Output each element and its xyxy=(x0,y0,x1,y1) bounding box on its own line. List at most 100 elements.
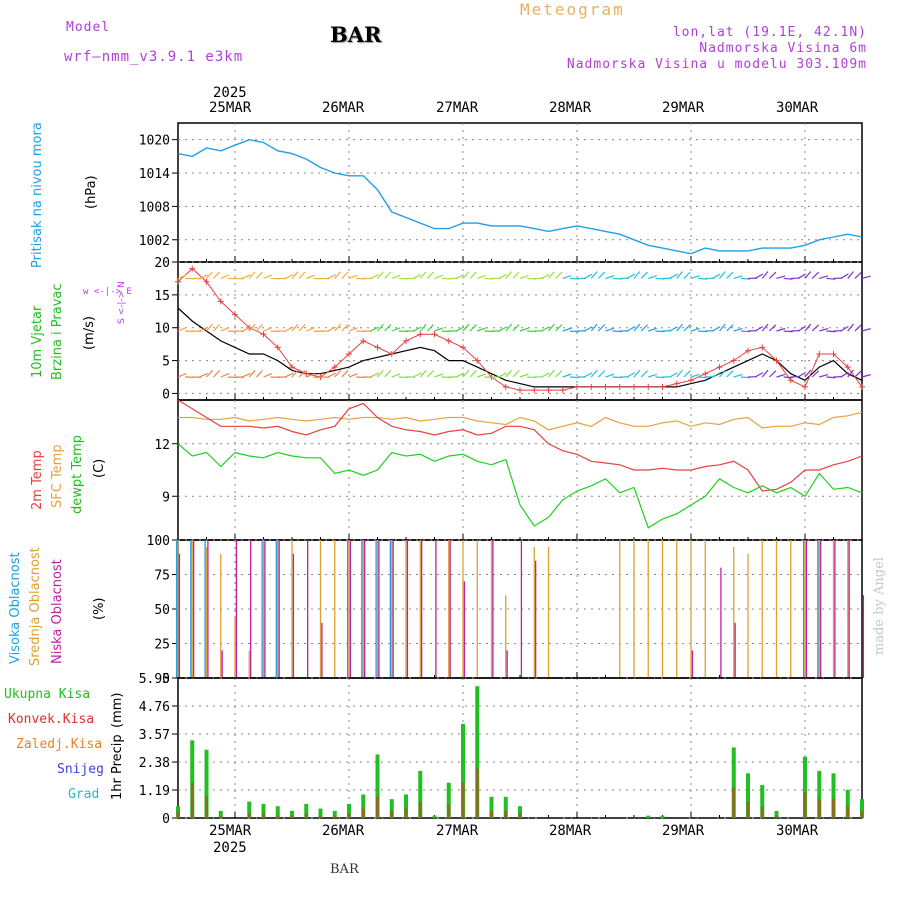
wind-arrow xyxy=(719,271,726,279)
wind-speed-line xyxy=(177,307,863,388)
y-tick-label: 1.19 xyxy=(139,784,170,799)
y-tick-label: 1008 xyxy=(139,200,170,215)
wind-arrow xyxy=(826,277,836,280)
precip-total-bar xyxy=(275,806,280,818)
top-year-label: 2025 xyxy=(213,85,247,101)
precip-conv-bar xyxy=(518,813,522,818)
wind-arrow xyxy=(384,324,392,332)
wind-gust-marker xyxy=(716,364,723,371)
wind-arrow xyxy=(847,369,854,378)
precip-total-bar xyxy=(461,723,465,818)
wind-arrow xyxy=(754,273,764,279)
bottom-year-label: 2025 xyxy=(213,840,247,856)
wind-arrow xyxy=(426,370,435,378)
wind-gust-marker xyxy=(574,383,580,390)
wind-arrow xyxy=(555,324,563,332)
y-tick-label: 0 xyxy=(162,812,170,827)
wind-arrow xyxy=(826,330,836,333)
wind-arrow xyxy=(783,277,793,280)
wind-arrow xyxy=(783,330,793,333)
wind-arrow xyxy=(583,273,593,279)
wind-gust-marker xyxy=(559,387,566,394)
precip-conv-bar xyxy=(860,810,864,818)
wind-arrow xyxy=(861,374,871,378)
precip-total-bar xyxy=(731,747,736,818)
wind-arrow xyxy=(291,323,299,332)
wind-arrow xyxy=(548,323,555,332)
model-elevation-label: Nadmorska Visina u modelu 303.109m xyxy=(566,57,867,72)
wind-arrow xyxy=(840,325,849,332)
wind-arrow xyxy=(797,273,806,279)
wind-arrow xyxy=(334,271,342,279)
wind-gust-marker xyxy=(730,357,737,364)
wind-arrow xyxy=(648,373,658,378)
wind-arrow xyxy=(811,324,820,332)
wind-arrow xyxy=(548,271,555,279)
wind-arrow xyxy=(213,369,221,378)
bottom-day-label: 26MAR xyxy=(322,823,365,839)
y-tick-label: 15 xyxy=(154,289,170,304)
wind-arrow xyxy=(370,326,379,332)
wind-gust-marker xyxy=(616,383,623,390)
wind-arrow xyxy=(177,326,187,332)
bottom-day-label: 29MAR xyxy=(662,823,705,839)
precip-conv-bar xyxy=(475,768,479,818)
wind-arrow xyxy=(284,372,294,378)
precip-conv-bar xyxy=(817,799,821,818)
wind-gust-marker xyxy=(189,265,196,272)
wind-arrow xyxy=(605,275,615,279)
precip-conv-bar xyxy=(176,810,180,818)
wind-arrow xyxy=(498,273,507,279)
footer-station: BAR xyxy=(330,862,359,877)
wind-gust-marker xyxy=(388,351,395,357)
wind-arrow xyxy=(455,372,465,378)
y-tick-label: 5 xyxy=(162,355,170,370)
wind-arrow xyxy=(733,373,743,378)
wind-arrow xyxy=(412,274,422,279)
wind-gust-marker xyxy=(830,351,837,357)
wind-gust-marker xyxy=(331,364,338,371)
y-tick-label: 2.38 xyxy=(139,756,170,771)
wind-arrow xyxy=(797,372,806,378)
precip-conv-bar xyxy=(276,815,280,818)
sfc-temp-line xyxy=(178,411,863,431)
wind-arrow xyxy=(306,327,315,332)
wind-arrow xyxy=(811,370,820,378)
wind-arrow xyxy=(306,274,315,279)
wind-arrow xyxy=(840,371,849,378)
wind-gust-marker xyxy=(175,278,181,285)
wind-gust-marker xyxy=(602,383,609,390)
precip-total-bar xyxy=(845,789,850,818)
wind-arrow xyxy=(712,273,721,279)
meteogram-label: Meteogram xyxy=(520,0,625,19)
coords-label: lon,lat (19.1E, 42.1N) xyxy=(672,25,867,40)
wind-arrow xyxy=(648,275,658,280)
wind-gust-marker xyxy=(659,383,666,390)
wind-arrow xyxy=(248,323,256,332)
wind-gust-marker xyxy=(688,377,694,384)
wind-arrow xyxy=(213,271,221,279)
wind-arrow xyxy=(255,369,263,378)
wind-arrow xyxy=(633,369,641,378)
wind-arrow xyxy=(199,326,208,332)
wind-arrow xyxy=(847,323,854,332)
wind-arrow xyxy=(327,274,337,279)
wind-arrow xyxy=(690,373,700,378)
wind-arrow xyxy=(519,274,529,279)
wind-gust-marker xyxy=(260,331,267,338)
wind-arrow xyxy=(341,324,349,332)
wind-gust-marker xyxy=(802,383,808,390)
precip-conv-bar xyxy=(775,815,778,818)
precip-total-bar xyxy=(418,770,423,818)
dewpt-temp-line xyxy=(177,443,863,529)
wind-arrow xyxy=(263,327,273,332)
wind-arrow xyxy=(327,326,337,332)
wind-arrow xyxy=(733,327,743,332)
wind-arrow xyxy=(284,326,294,332)
wind-gust-marker xyxy=(403,337,409,344)
wind-arrow xyxy=(676,323,683,332)
wind-arrow xyxy=(505,271,513,279)
wind-gust-marker xyxy=(844,364,851,371)
wind-arrow xyxy=(840,273,849,279)
wind-arrow xyxy=(726,271,734,279)
